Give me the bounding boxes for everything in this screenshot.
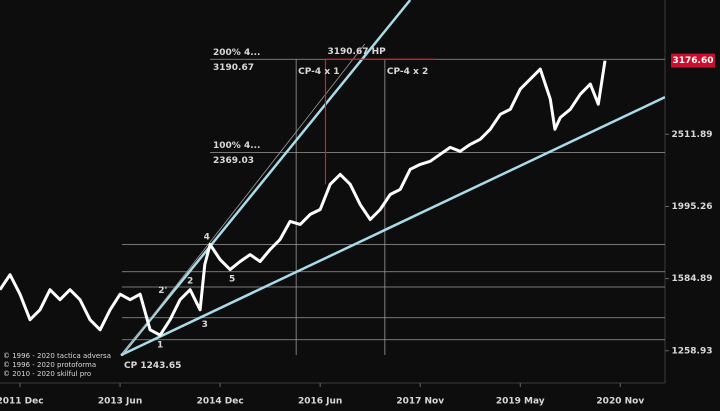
y-tick-label: 1584.89 [672, 274, 713, 284]
copyright: © 1996 - 2020 protoforma [3, 361, 96, 369]
level-tag: 100% 4... [213, 141, 260, 151]
wave-label: 2' [158, 286, 167, 296]
wave-label: 3 [202, 320, 208, 330]
wave-label: 1 [157, 340, 163, 350]
y-tick-label: 1258.93 [672, 346, 713, 356]
y-tick-label: 2511.89 [672, 130, 713, 140]
x-tick-label: 2011 Dec [0, 397, 44, 407]
x-tick-label: 2020 Nov [596, 397, 644, 407]
y-tick-label: 1995.26 [672, 202, 713, 212]
trendline [121, 95, 665, 356]
wave-label: 2 [187, 276, 193, 286]
high-point-label: 3190.67 HP [327, 47, 386, 57]
x-tick-label: 2014 Dec [197, 397, 244, 407]
cycle-label: CP-4 x 1 [298, 67, 339, 77]
trendline [121, 43, 366, 355]
cp-point [120, 353, 124, 357]
x-tick-label: 2016 Jun [298, 397, 342, 407]
x-tick-label: 2013 Jun [98, 397, 142, 407]
wave-label: 4 [204, 233, 210, 243]
x-tick-label: 2017 Nov [396, 397, 444, 407]
plot-area [0, 0, 665, 356]
copyright: © 2010 - 2020 skilful pro [3, 370, 91, 378]
wave-label: 5 [229, 274, 235, 284]
cp-label: CP 1243.65 [124, 361, 181, 371]
level-label: 2369.03 [213, 156, 254, 166]
copyright: © 1996 - 2020 tactica adversa [3, 352, 111, 360]
level-tag: 200% 4... [213, 48, 260, 58]
price-line [0, 60, 607, 337]
cycle-label: CP-4 x 2 [387, 67, 428, 77]
level-label: 3190.67 [213, 63, 254, 73]
price-badge-label: 3176.60 [673, 56, 714, 66]
price-badge [671, 53, 715, 68]
x-tick-label: 2019 May [496, 397, 545, 407]
